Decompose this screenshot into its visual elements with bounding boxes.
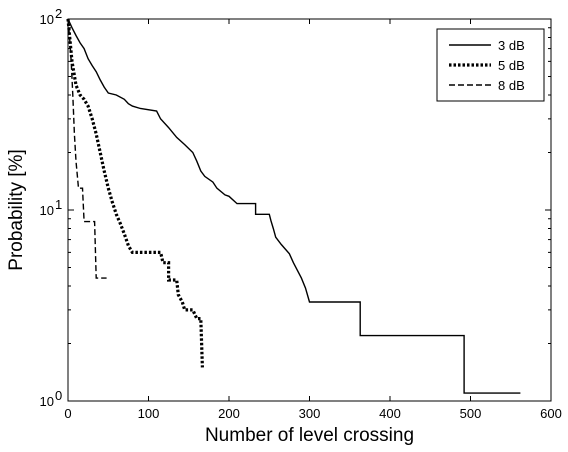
- series-line-3-db: [67, 18, 521, 394]
- x-tick-label: 500: [460, 406, 482, 421]
- x-tick-label: 0: [64, 406, 71, 421]
- legend-label: 3 dB: [498, 38, 525, 53]
- legend-label: 5 dB: [498, 58, 525, 73]
- x-tick-label: 200: [218, 406, 240, 421]
- y-tick-label: 10: [40, 394, 54, 409]
- x-axis-label: Number of level crossing: [205, 425, 414, 446]
- y-tick-label: 10: [40, 12, 54, 27]
- x-tick-label: 600: [540, 406, 562, 421]
- y-axis-label: Probability [%]: [6, 149, 27, 270]
- x-tick-label: 400: [379, 406, 401, 421]
- y-tick-exponent: 1: [55, 197, 62, 212]
- y-tick-base: 10: [40, 394, 54, 409]
- series-line-8-db: [67, 18, 107, 279]
- x-ticks: 0 100 200 300 400 500 600: [64, 19, 562, 421]
- y-tick-exponent: 0: [55, 388, 62, 403]
- y-tick-exponent: 2: [55, 6, 62, 21]
- y-tick-label: 10: [40, 203, 54, 218]
- y-tick-base: 10: [40, 12, 54, 27]
- legend: 3 dB 5 dB 8 dB: [436, 28, 545, 102]
- y-tick-base: 10: [40, 203, 54, 218]
- x-tick-label: 100: [138, 406, 160, 421]
- x-tick-label: 300: [299, 406, 321, 421]
- plot-lines: [66, 18, 521, 394]
- legend-label: 8 dB: [498, 78, 525, 93]
